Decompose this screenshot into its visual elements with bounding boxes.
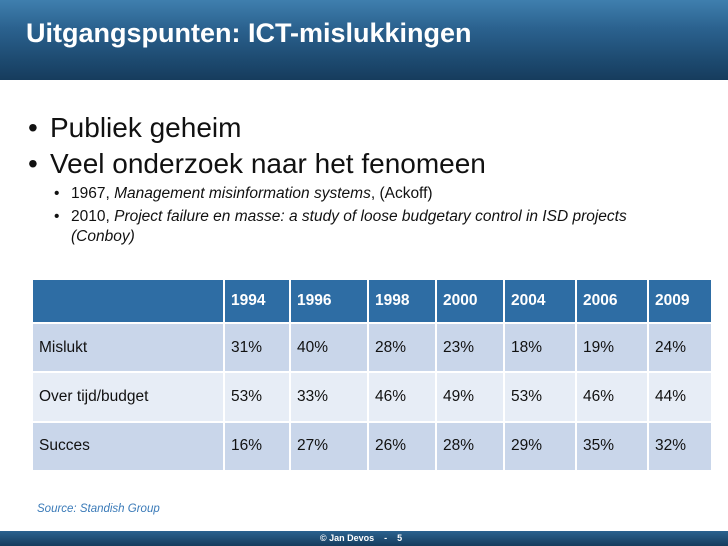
table-cell: 18%: [505, 322, 575, 372]
table-header-cell: 2004: [505, 280, 575, 322]
table-header-row: 1994 1996 1998 2000 2004 2006 2009: [33, 280, 711, 322]
title-bar: [0, 0, 728, 80]
table-cell: 28%: [369, 322, 435, 372]
source-note: Source: Standish Group: [37, 503, 160, 515]
main-bullet-item: • Veel onderzoek naar het fenomeen: [28, 146, 486, 182]
table-cell: 19%: [577, 322, 647, 372]
table-cell: 16%: [225, 420, 289, 470]
table-row: Over tijd/budget 53% 33% 46% 49% 53% 46%…: [33, 371, 711, 421]
footer: © Jan Devos -5: [320, 533, 412, 543]
table-cell: 35%: [577, 420, 647, 470]
sub-bullet-title: Project failure en masse: a study of loo…: [71, 208, 627, 245]
page-number: 5: [397, 533, 403, 543]
main-bullet-text: Publiek geheim: [50, 112, 242, 143]
sub-bullet-item: • 2010, Project failure en masse: a study…: [54, 207, 694, 247]
table-row: Succes 16% 27% 26% 28% 29% 35% 32%: [33, 420, 711, 470]
sub-bullet-rest: , (Ackoff): [370, 185, 433, 202]
bullet-dot-icon: •: [28, 148, 38, 179]
table-header-cell: 2009: [649, 280, 711, 322]
bullet-dot-icon: •: [54, 208, 60, 225]
main-bullet-text: Veel onderzoek naar het fenomeen: [50, 148, 486, 179]
table-cell: 40%: [291, 322, 367, 372]
table-row-label: Mislukt: [33, 322, 223, 372]
footer-bar: [0, 531, 728, 546]
table-cell: 24%: [649, 322, 711, 372]
table-cell: 44%: [649, 371, 711, 421]
sub-bullet-list: • 1967, Management misinformation systems…: [54, 184, 694, 247]
bullet-dot-icon: •: [54, 185, 60, 202]
table-header-cell: 1994: [225, 280, 289, 322]
table-cell: 27%: [291, 420, 367, 470]
table-cell: 31%: [225, 322, 289, 372]
bullet-dot-icon: •: [28, 112, 38, 143]
main-bullet-list: • Publiek geheim • Veel onderzoek naar het…: [28, 110, 486, 182]
sub-bullet-title: Management misinformation systems: [114, 185, 371, 202]
table-row-label: Succes: [33, 420, 223, 470]
footer-separator: -: [384, 533, 388, 543]
table-header-cell: [33, 280, 223, 322]
table-cell: 53%: [225, 371, 289, 421]
table-cell: 23%: [437, 322, 503, 372]
footer-copyright: © Jan Devos: [320, 533, 375, 543]
table-cell: 46%: [369, 371, 435, 421]
table-cell: 26%: [369, 420, 435, 470]
slide-title: Uitgangspunten: ICT-mislukkingen: [26, 18, 472, 48]
standish-table: 1994 1996 1998 2000 2004 2006 2009 Mislu…: [31, 280, 713, 470]
table-cell: 53%: [505, 371, 575, 421]
table-header-cell: 2000: [437, 280, 503, 322]
table-cell: 33%: [291, 371, 367, 421]
main-bullet-item: • Publiek geheim: [28, 110, 486, 146]
sub-bullet-year: 1967,: [71, 185, 110, 202]
table-row: Mislukt 31% 40% 28% 23% 18% 19% 24%: [33, 322, 711, 372]
table-cell: 28%: [437, 420, 503, 470]
table-header-cell: 1998: [369, 280, 435, 322]
table-cell: 49%: [437, 371, 503, 421]
table-row-label: Over tijd/budget: [33, 371, 223, 421]
table-cell: 46%: [577, 371, 647, 421]
table-cell: 29%: [505, 420, 575, 470]
sub-bullet-item: • 1967, Management misinformation systems…: [54, 184, 694, 204]
sub-bullet-year: 2010,: [71, 208, 110, 225]
table-cell: 32%: [649, 420, 711, 470]
table-header-cell: 1996: [291, 280, 367, 322]
table-header-cell: 2006: [577, 280, 647, 322]
